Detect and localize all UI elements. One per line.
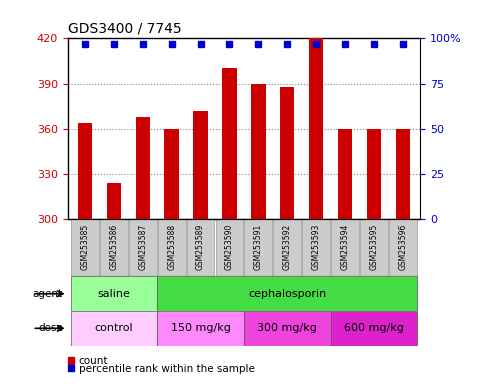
- Text: GSM253592: GSM253592: [283, 223, 292, 270]
- FancyBboxPatch shape: [100, 219, 128, 276]
- FancyBboxPatch shape: [331, 219, 359, 276]
- Text: GSM253595: GSM253595: [369, 223, 379, 270]
- Bar: [396, 129, 410, 219]
- Bar: [78, 122, 92, 219]
- FancyBboxPatch shape: [331, 311, 417, 346]
- Bar: [193, 111, 208, 219]
- Bar: [280, 86, 295, 219]
- FancyBboxPatch shape: [302, 219, 330, 276]
- Text: GSM253596: GSM253596: [398, 223, 407, 270]
- Bar: [164, 129, 179, 219]
- FancyBboxPatch shape: [157, 311, 244, 346]
- Text: 600 mg/kg: 600 mg/kg: [344, 323, 404, 333]
- Text: percentile rank within the sample: percentile rank within the sample: [79, 364, 255, 374]
- Bar: [136, 117, 150, 219]
- Bar: [338, 129, 352, 219]
- Text: GSM253590: GSM253590: [225, 223, 234, 270]
- Bar: [251, 84, 266, 219]
- FancyBboxPatch shape: [157, 276, 417, 311]
- Bar: [107, 183, 121, 219]
- FancyBboxPatch shape: [360, 219, 388, 276]
- FancyBboxPatch shape: [215, 219, 243, 276]
- Text: saline: saline: [98, 289, 130, 299]
- FancyBboxPatch shape: [244, 311, 331, 346]
- Text: GSM253587: GSM253587: [138, 223, 147, 270]
- Text: GSM253589: GSM253589: [196, 223, 205, 270]
- FancyBboxPatch shape: [158, 219, 185, 276]
- Text: GSM253591: GSM253591: [254, 223, 263, 270]
- FancyBboxPatch shape: [273, 219, 301, 276]
- Text: GSM253585: GSM253585: [81, 223, 89, 270]
- Text: 150 mg/kg: 150 mg/kg: [170, 323, 230, 333]
- Text: GSM253594: GSM253594: [341, 223, 350, 270]
- Bar: [367, 129, 381, 219]
- Bar: [309, 38, 324, 219]
- Text: dose: dose: [38, 323, 63, 333]
- Bar: [222, 68, 237, 219]
- FancyBboxPatch shape: [244, 219, 272, 276]
- Text: GDS3400 / 7745: GDS3400 / 7745: [68, 22, 181, 36]
- FancyBboxPatch shape: [187, 219, 214, 276]
- Text: cephalosporin: cephalosporin: [248, 289, 327, 299]
- Text: 300 mg/kg: 300 mg/kg: [257, 323, 317, 333]
- FancyBboxPatch shape: [71, 276, 157, 311]
- Text: GSM253593: GSM253593: [312, 223, 321, 270]
- Text: count: count: [79, 356, 108, 366]
- Text: agent: agent: [33, 289, 63, 299]
- FancyBboxPatch shape: [71, 311, 157, 346]
- FancyBboxPatch shape: [389, 219, 417, 276]
- FancyBboxPatch shape: [129, 219, 156, 276]
- Text: control: control: [95, 323, 133, 333]
- Text: GSM253586: GSM253586: [109, 223, 118, 270]
- FancyBboxPatch shape: [71, 219, 99, 276]
- Text: GSM253588: GSM253588: [167, 223, 176, 270]
